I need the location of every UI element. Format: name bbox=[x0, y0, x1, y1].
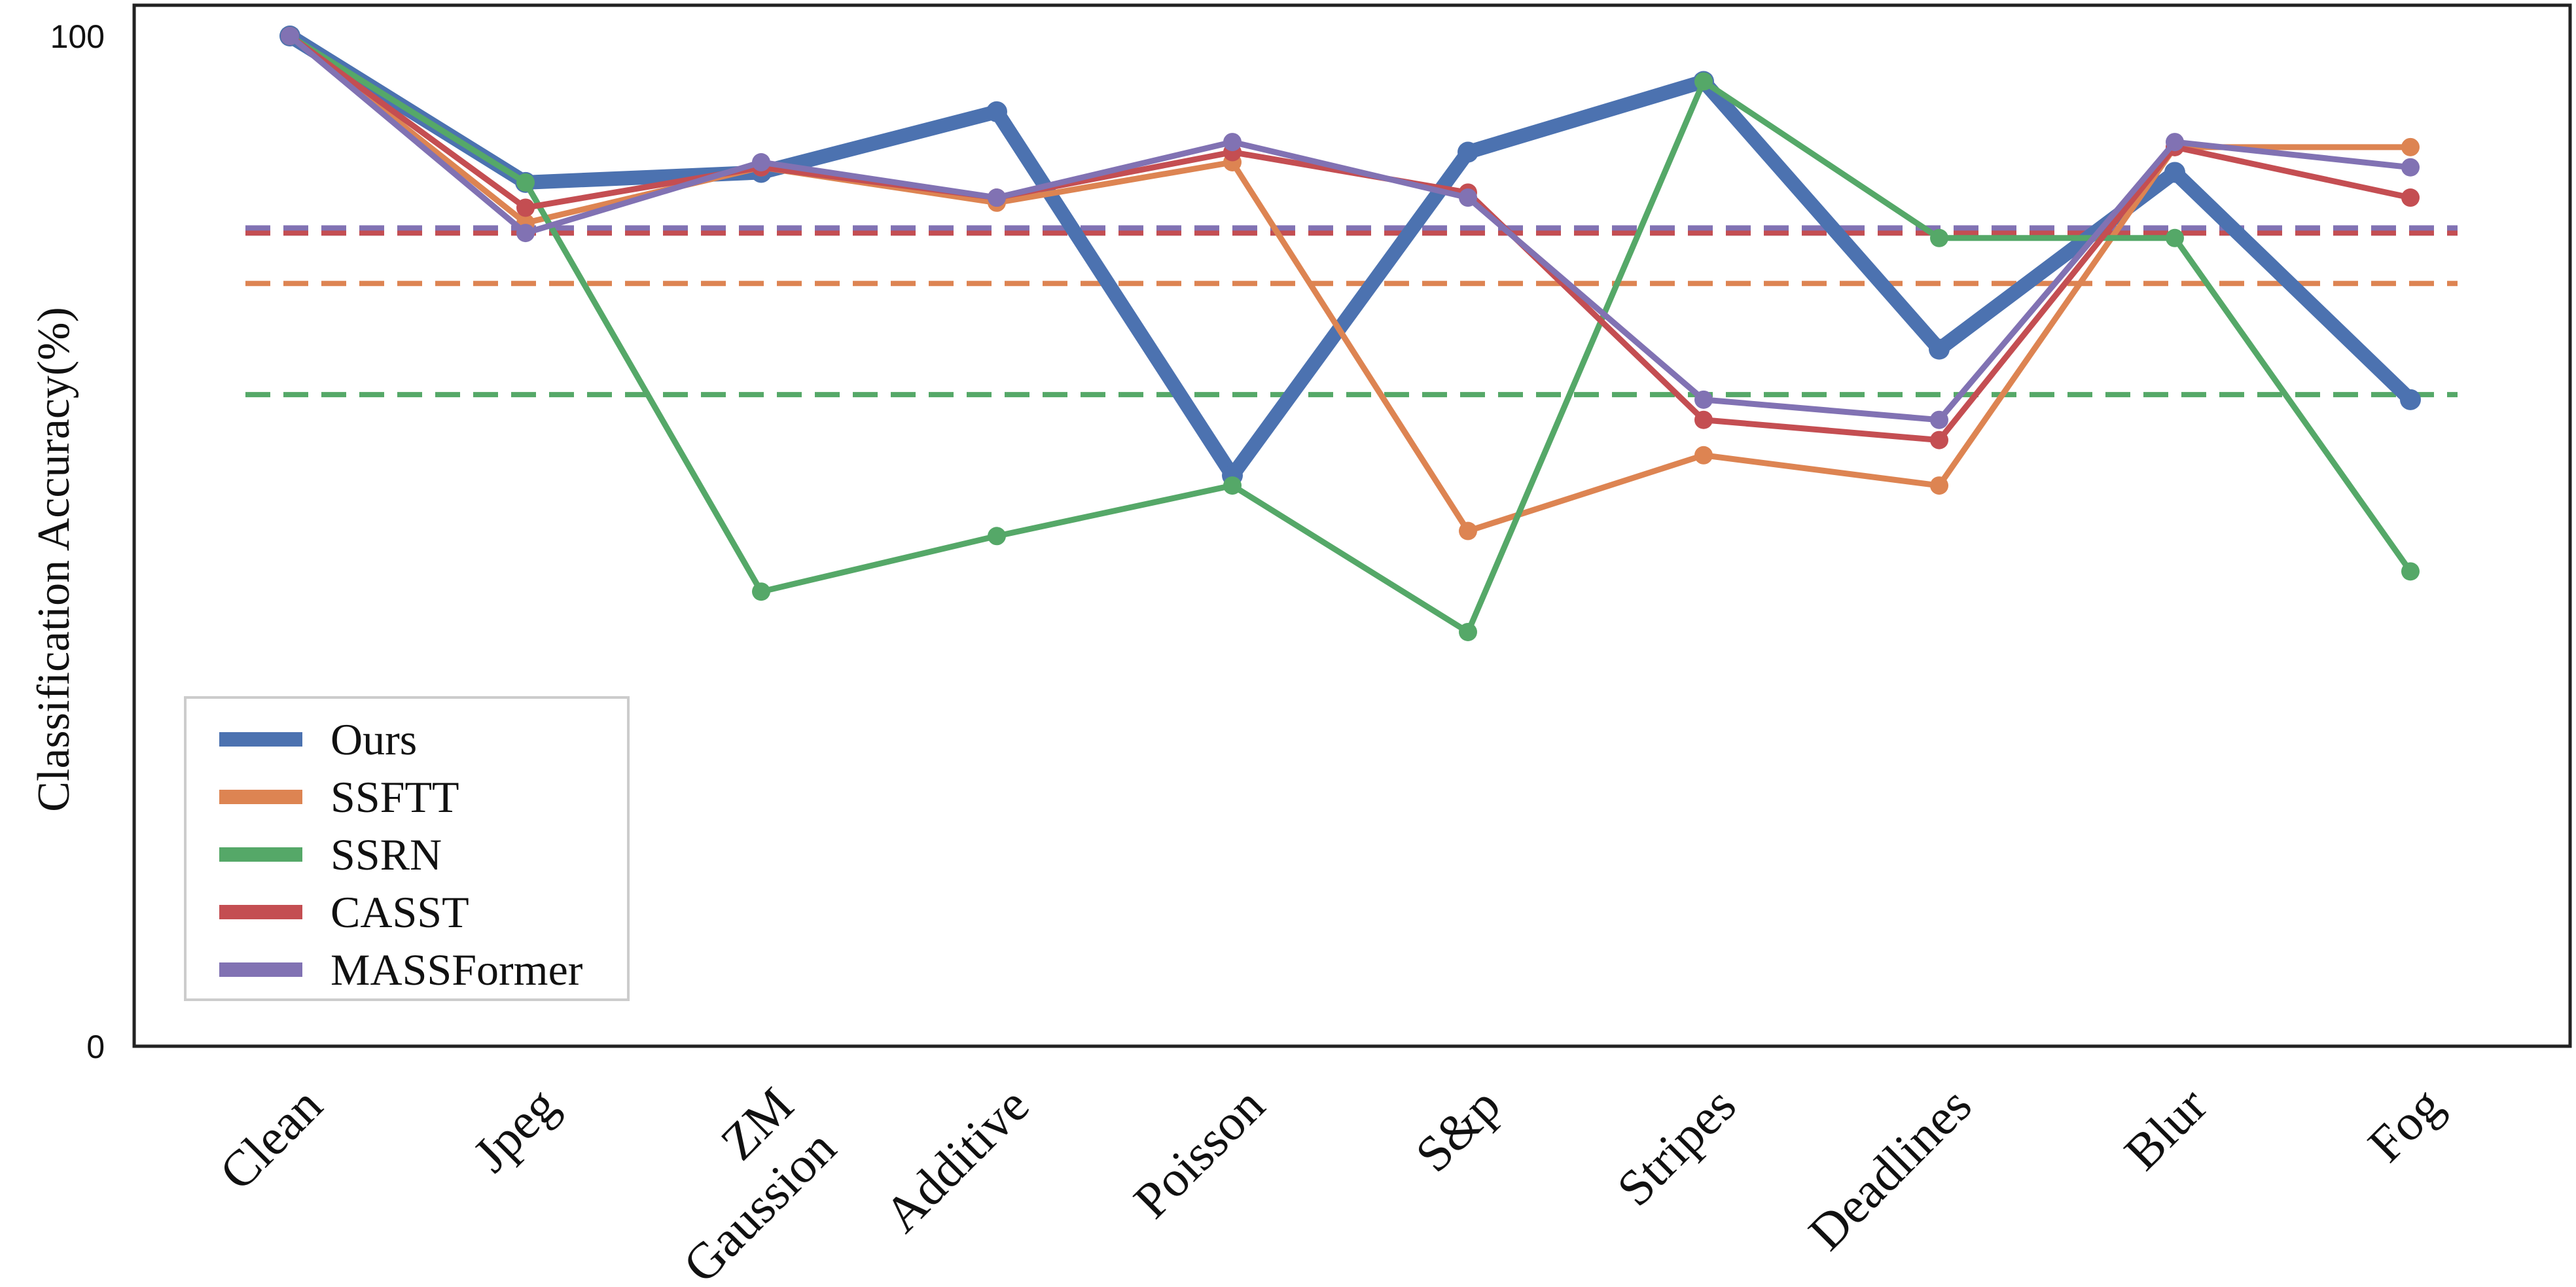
x-tick-label-stripes: Stripes bbox=[1606, 1076, 1747, 1217]
x-tick-label-line: Fog bbox=[2357, 1076, 2453, 1172]
data-point-ssrn-additive bbox=[988, 527, 1006, 546]
series-lines bbox=[279, 26, 2421, 641]
data-point-massformer-deadlines bbox=[1930, 410, 1948, 429]
data-point-ours-s-p bbox=[1458, 141, 1478, 163]
data-point-ssrn-blur bbox=[2166, 228, 2184, 247]
x-tick-label-line: Blur bbox=[2113, 1076, 2218, 1181]
y-axis-ticks: 0 100 bbox=[50, 18, 105, 1065]
data-point-massformer-s-p bbox=[1459, 188, 1477, 207]
x-tick-label-line: S&p bbox=[1404, 1076, 1511, 1183]
data-point-ours-blur bbox=[2164, 162, 2185, 183]
x-tick-label-line: Poisson bbox=[1122, 1076, 1275, 1229]
data-point-ours-fog bbox=[2400, 389, 2421, 410]
x-tick-label-zm-gaussion: ZMGaussion bbox=[630, 1076, 847, 1287]
legend: Ours SSFTT SSRN CASST MASSFormer bbox=[184, 696, 630, 1001]
data-point-ours-deadlines bbox=[1929, 338, 1950, 360]
data-point-ssrn-poisson bbox=[1223, 476, 1242, 495]
data-point-massformer-zm-gaussion bbox=[752, 153, 770, 171]
x-tick-label-jpeg: Jpeg bbox=[462, 1076, 569, 1183]
data-point-massformer-clean bbox=[281, 27, 299, 45]
y-axis-label: Classification Accuracy(%) bbox=[29, 307, 79, 812]
data-point-casst-fog bbox=[2401, 188, 2420, 207]
data-point-massformer-fog bbox=[2401, 158, 2420, 177]
data-point-massformer-jpeg bbox=[516, 224, 535, 243]
data-point-ssrn-s-p bbox=[1459, 622, 1477, 641]
data-point-ssftt-stripes bbox=[1694, 446, 1713, 465]
legend-label-ssftt: SSFTT bbox=[331, 772, 459, 822]
data-point-ssrn-zm-gaussion bbox=[752, 582, 770, 601]
y-tick-label-100: 100 bbox=[50, 18, 105, 55]
data-point-ssrn-deadlines bbox=[1930, 228, 1948, 247]
x-tick-label-clean: Clean bbox=[208, 1076, 332, 1201]
data-point-casst-deadlines bbox=[1930, 431, 1948, 450]
x-tick-label-blur: Blur bbox=[2113, 1076, 2218, 1181]
y-tick-label-0: 0 bbox=[86, 1029, 105, 1065]
x-axis-ticks: Clean Jpeg ZMGaussion Additive Poisson S&p Str… bbox=[208, 1076, 2453, 1287]
series-line-ours bbox=[283, 29, 2418, 483]
x-tick-label-line: Additive bbox=[873, 1076, 1040, 1243]
x-tick-label-poisson: Poisson bbox=[1122, 1076, 1275, 1229]
data-point-massformer-blur bbox=[2166, 133, 2184, 152]
x-tick-label-line: Stripes bbox=[1606, 1076, 1747, 1217]
x-tick-label-line: Jpeg bbox=[462, 1076, 569, 1183]
data-point-casst-stripes bbox=[1694, 410, 1713, 429]
x-tick-label-deadlines: Deadlines bbox=[1797, 1076, 1982, 1261]
data-point-ours-additive bbox=[986, 101, 1007, 122]
x-tick-label-s-p: S&p bbox=[1404, 1076, 1511, 1183]
data-point-massformer-additive bbox=[988, 188, 1006, 207]
x-tick-label-line: Clean bbox=[208, 1076, 332, 1201]
legend-label-massformer: MASSFormer bbox=[331, 945, 583, 995]
data-point-ssrn-stripes bbox=[1694, 72, 1713, 91]
data-point-massformer-poisson bbox=[1223, 133, 1242, 152]
series-line-ssrn bbox=[287, 33, 2414, 635]
plot-frame bbox=[132, 3, 2572, 1048]
series-line-massformer bbox=[287, 33, 2414, 423]
data-point-ssftt-deadlines bbox=[1930, 476, 1948, 495]
data-point-ssrn-fog bbox=[2401, 562, 2420, 581]
data-point-casst-jpeg bbox=[516, 198, 535, 217]
data-point-ssrn-jpeg bbox=[516, 173, 535, 192]
legend-label-ours: Ours bbox=[331, 714, 417, 764]
x-tick-label-additive: Additive bbox=[873, 1076, 1040, 1243]
x-tick-label-line: Deadlines bbox=[1797, 1076, 1982, 1261]
data-point-ssftt-s-p bbox=[1459, 521, 1477, 540]
x-tick-label-fog: Fog bbox=[2357, 1076, 2453, 1172]
legend-label-casst: CASST bbox=[331, 887, 469, 937]
data-point-ssftt-fog bbox=[2401, 137, 2420, 156]
data-point-massformer-stripes bbox=[1694, 390, 1713, 409]
legend-label-ssrn: SSRN bbox=[331, 830, 442, 879]
